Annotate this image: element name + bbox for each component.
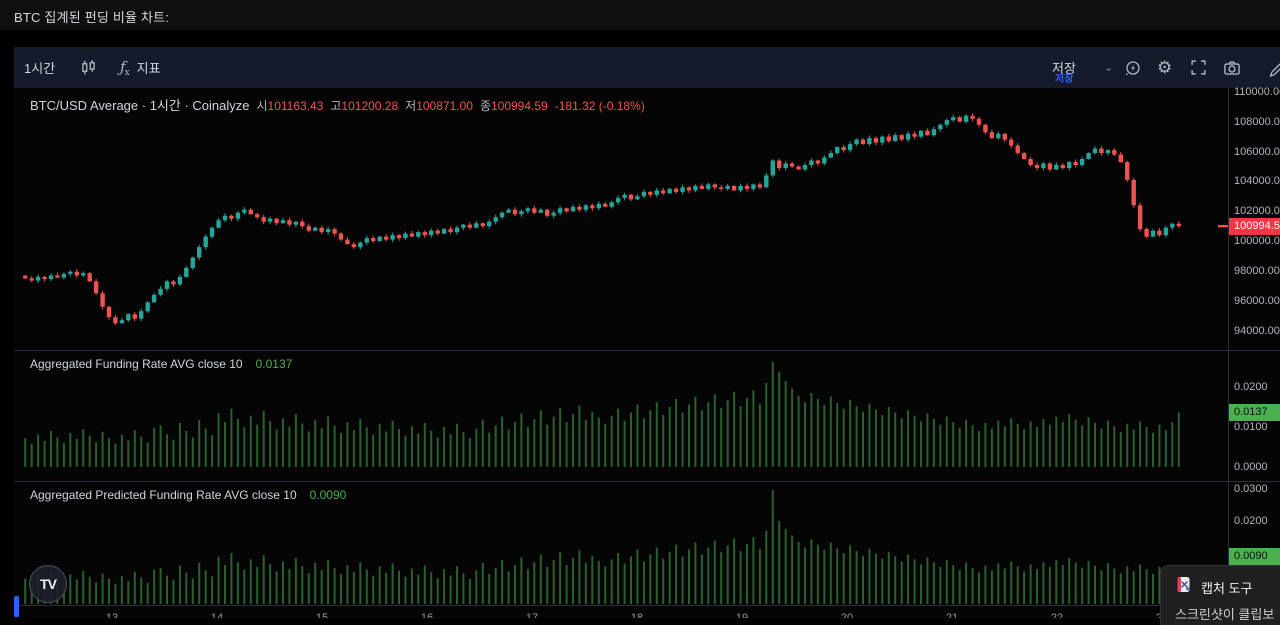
indicators-button[interactable]: ƒx 지표 [120,47,161,88]
indicators-label: 지표 [136,61,161,76]
price-pane-canvas[interactable] [14,88,1228,350]
chevron-down-icon: ⌄ [1104,62,1114,74]
save-button[interactable]: 저장 [1052,47,1076,88]
ohlc-change: -181.32 (-0.18%) [554,99,645,113]
time-axis-label: 15 [315,612,329,618]
save-label: 저장 [1052,61,1076,76]
pane-separator-1[interactable] [14,350,1280,351]
axis-tick-label: 100000.00 [1234,235,1280,248]
time-axis-label: 20 [840,612,854,618]
time-axis-label: 16 [420,612,434,618]
symbol-title: BTC/USD Average · 1시간 · Coinalyze [30,98,250,113]
time-axis[interactable]: 1314151617181920212223 [14,605,1228,618]
funding-badge: 0.0137 [1229,403,1280,421]
candlestick-icon [80,59,97,76]
tradingview-logo[interactable]: TV [29,565,67,603]
ohlc-open: 시101163.43 [256,99,324,113]
save-menu-chevron[interactable]: ⌄ [1104,47,1113,88]
interval-button[interactable]: 1시간 [24,47,55,88]
settings-button[interactable]: ⚙ [1157,47,1172,88]
edit-button[interactable] [1264,47,1280,88]
axis-tick-label: 106000.00 [1234,145,1280,158]
axis-tick-label: 102000.00 [1234,205,1280,218]
axis-tick-label: 0.0300 [1234,483,1268,495]
toast-message: 스크린샷이 클립보 [1175,607,1275,622]
ohlc-close: 종100994.59 [479,99,548,113]
fullscreen-icon [1190,59,1207,76]
price-pane-legend[interactable]: BTC/USD Average · 1시간 · Coinalyze 시10116… [30,95,645,114]
axis-tick-label: 108000.00 [1234,115,1280,128]
axis-tick-label: 0.0200 [1234,515,1268,527]
interval-label: 1시간 [24,61,56,76]
pencil-icon [1264,58,1280,78]
gear-icon: ⚙ [1157,57,1173,77]
funding-legend-title: Aggregated Funding Rate AVG close 10 [30,357,243,371]
funding-pane-legend[interactable]: Aggregated Funding Rate AVG close 10 0.0… [30,357,292,371]
blue-edge-bar [14,596,19,617]
ohlc-low: 저100871.00 [405,99,473,113]
time-axis-label: 13 [105,612,119,618]
predicted-pane-canvas[interactable] [14,481,1228,605]
axis-tick-label: 0.0100 [1234,421,1268,433]
predicted-legend-value: 0.0090 [309,488,347,502]
chart-region: BTC/USD Average · 1시간 · Coinalyze 시10116… [14,85,1280,618]
funding-legend-value: 0.0137 [255,357,293,371]
snapshot-button[interactable] [1223,47,1241,88]
time-axis-label: 22 [1050,612,1064,618]
save-ghost-label: 저장 [1055,74,1074,85]
axis-tick-label: 0.0200 [1234,381,1268,393]
axis-tick-label: 94000.00 [1234,324,1280,337]
axis-tick-label: 96000.00 [1234,294,1280,307]
time-axis-label: 18 [630,612,644,618]
time-axis-label: 14 [210,612,224,618]
time-axis-label: 19 [735,612,749,618]
ohlc-high: 고101200.28 [330,99,399,113]
pane-separator-2[interactable] [14,481,1280,482]
predicted-badge: 0.0090 [1229,547,1280,565]
camera-icon [1223,59,1241,77]
predicted-pane-legend[interactable]: Aggregated Predicted Funding Rate AVG cl… [30,488,346,502]
page-header: BTC 집계된 펀딩 비율 차트: [0,0,1280,30]
snipping-tool-icon [1174,575,1193,599]
quick-actions-button[interactable] [1124,47,1142,88]
axis-tick-label: 110000.00 [1234,85,1280,98]
clock-bolt-icon [1124,59,1142,77]
price-axis[interactable]: 100994.59 0.0137 0.0090 110000.00 108000.… [1228,85,1280,618]
capture-tool-toast[interactable]: 캡처 도구 스크린샷이 클립보 [1160,565,1280,625]
fx-icon: ƒx [120,57,130,78]
axis-tick-label: 0.0000 [1234,461,1268,473]
toast-title: 캡처 도구 [1201,581,1253,596]
time-axis-label: 21 [945,612,959,618]
chart-style-button[interactable] [80,47,97,88]
fullscreen-button[interactable] [1190,47,1207,88]
chart-widget: 1시간 ƒx 지표 저장 저장 ⌄ [14,47,1280,618]
page-title: BTC 집계된 펀딩 비율 차트: [14,10,170,25]
chart-toolbar: 1시간 ƒx 지표 저장 저장 ⌄ [14,47,1280,88]
time-axis-label: 17 [525,612,539,618]
price-badge: 100994.59 [1229,217,1280,235]
funding-pane-canvas[interactable] [14,350,1228,481]
predicted-legend-title: Aggregated Predicted Funding Rate AVG cl… [30,488,297,502]
axis-tick-label: 104000.00 [1234,175,1280,188]
axis-tick-label: 98000.00 [1234,264,1280,277]
